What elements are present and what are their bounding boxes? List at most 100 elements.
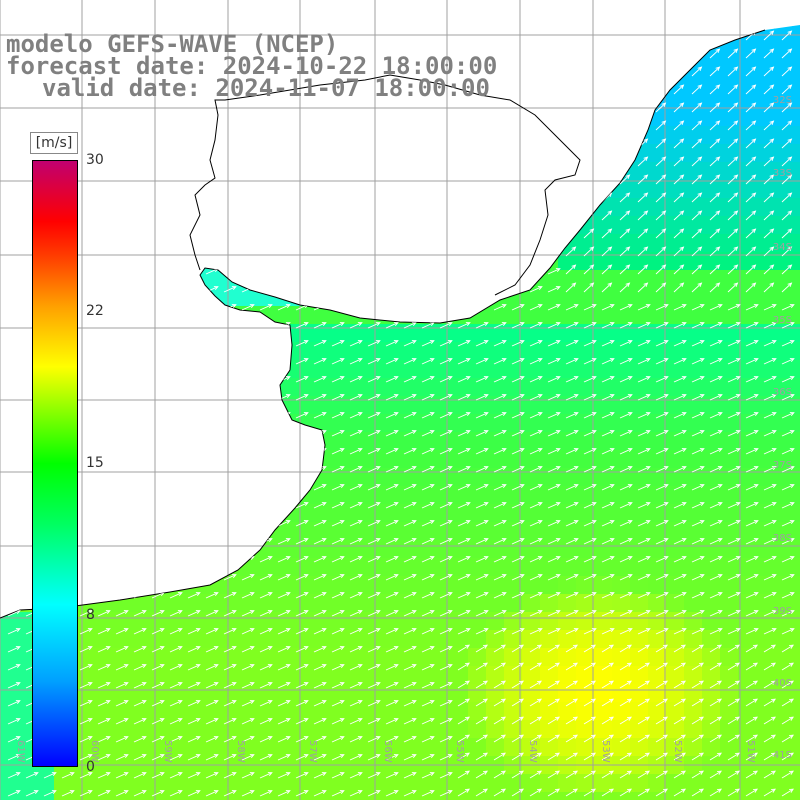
wind-cell	[54, 792, 73, 800]
wind-arrow	[457, 340, 471, 347]
wind-arrow	[691, 556, 705, 563]
wind-cell	[288, 396, 307, 415]
wind-arrow	[187, 268, 201, 275]
wind-arrow	[637, 394, 651, 401]
wind-arrow	[385, 106, 399, 113]
wind-arrow	[421, 232, 435, 239]
wind-cell	[378, 126, 397, 145]
wind-cell	[756, 630, 775, 649]
wind-arrow	[457, 644, 470, 653]
wind-arrow	[151, 466, 165, 473]
wind-arrow	[709, 376, 723, 383]
wind-cell	[522, 342, 541, 361]
wind-arrow	[349, 646, 363, 653]
wind-arrow	[115, 196, 129, 203]
wind-cell	[450, 720, 469, 739]
wind-arrow	[79, 646, 93, 653]
wind-cell	[612, 25, 631, 37]
wind-arrow	[583, 770, 596, 779]
wind-arrow	[763, 48, 775, 59]
wind-arrow	[637, 246, 649, 257]
wind-cell	[324, 702, 343, 721]
wind-cell	[450, 162, 469, 181]
wind-arrow	[781, 264, 793, 275]
wind-arrow	[295, 124, 309, 131]
wind-arrow	[547, 628, 561, 635]
wind-arrow	[727, 340, 741, 347]
wind-arrow	[187, 682, 201, 689]
wind-arrow	[673, 502, 687, 509]
wind-arrow	[277, 232, 291, 239]
wind-arrow	[169, 466, 183, 473]
wind-arrow	[637, 556, 651, 563]
wind-arrow	[727, 228, 739, 239]
wind-arrow	[205, 448, 219, 455]
wind-arrow	[421, 682, 435, 689]
wind-cell	[648, 450, 667, 469]
wind-cell	[720, 306, 739, 325]
wind-arrow	[367, 304, 381, 311]
wind-arrow	[205, 142, 219, 149]
wind-cell	[162, 612, 181, 631]
wind-cell	[522, 324, 541, 343]
wind-cell	[414, 0, 433, 19]
wind-arrow	[511, 644, 524, 653]
wind-cell	[558, 630, 577, 649]
wind-cell	[126, 630, 145, 649]
wind-arrow	[565, 698, 578, 707]
wind-cell	[612, 288, 631, 307]
wind-arrow	[115, 772, 129, 779]
wind-arrow	[151, 484, 165, 491]
wind-cell	[684, 288, 703, 307]
wind-arrow	[439, 286, 453, 293]
wind-arrow	[511, 770, 524, 779]
wind-arrow	[115, 754, 129, 761]
wind-arrow	[115, 286, 129, 293]
wind-cell	[216, 378, 235, 397]
wind-cell	[324, 0, 343, 19]
wind-cell	[540, 594, 559, 613]
wind-arrow	[187, 646, 201, 653]
wind-cell	[756, 504, 775, 523]
wind-arrow	[277, 718, 291, 725]
wind-arrow	[151, 502, 165, 509]
wind-cell	[144, 486, 163, 505]
wind-cell	[594, 648, 613, 667]
wind-cell	[162, 198, 181, 217]
wind-cell	[216, 198, 235, 217]
wind-arrow	[547, 340, 561, 347]
wind-cell	[198, 270, 217, 289]
wind-cell	[504, 486, 523, 505]
wind-arrow	[187, 628, 201, 635]
wind-cell	[756, 414, 775, 433]
wind-arrow	[691, 592, 705, 599]
wind-arrow	[259, 772, 273, 779]
wind-cell	[774, 522, 793, 541]
wind-cell	[612, 774, 631, 793]
wind-cell	[252, 522, 271, 541]
wind-cell	[648, 288, 667, 307]
wind-arrow	[673, 430, 687, 437]
wind-arrow	[133, 376, 147, 383]
wind-cell	[126, 774, 145, 793]
wind-cell	[468, 360, 487, 379]
wind-arrow	[439, 232, 453, 239]
wind-arrow	[169, 790, 183, 797]
wind-arrow	[511, 340, 525, 347]
wind-arrow	[457, 358, 471, 365]
wind-arrow	[277, 520, 291, 527]
wind-cell	[324, 648, 343, 667]
wind-cell	[630, 738, 649, 757]
wind-cell	[792, 414, 800, 433]
wind-cell	[270, 792, 289, 800]
wind-arrow	[691, 394, 705, 401]
wind-cell	[288, 324, 307, 343]
wind-cell	[216, 180, 235, 199]
wind-cell	[414, 504, 433, 523]
wind-arrow	[367, 538, 381, 545]
wind-cell	[108, 396, 127, 415]
wind-cell	[720, 468, 739, 487]
wind-arrow	[673, 48, 685, 59]
wind-arrow	[637, 698, 650, 707]
wind-arrow	[457, 214, 471, 221]
